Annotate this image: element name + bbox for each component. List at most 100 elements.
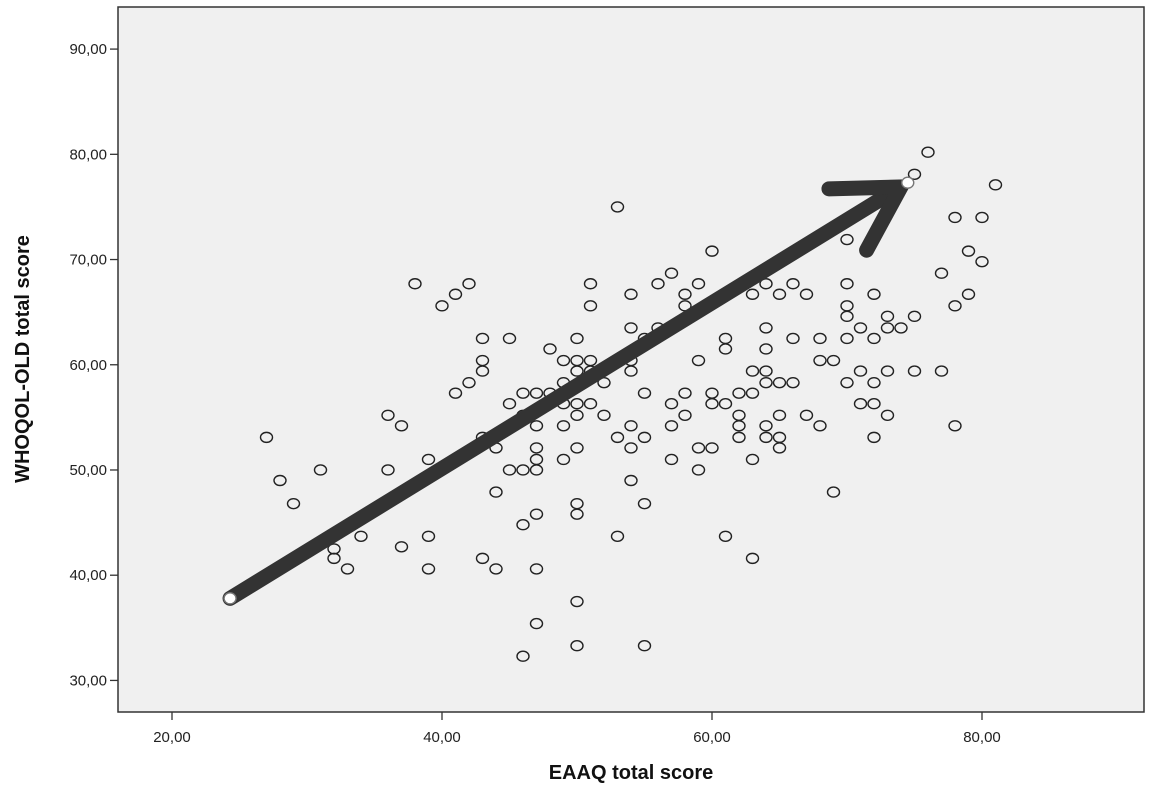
data-point	[880, 310, 895, 323]
data-point	[867, 288, 881, 300]
data-point	[664, 267, 679, 279]
data-point	[624, 442, 638, 454]
data-point	[516, 387, 530, 399]
data-point	[408, 278, 422, 290]
data-point	[556, 453, 571, 466]
data-point	[691, 354, 706, 367]
data-point	[435, 300, 449, 312]
data-point	[705, 442, 719, 454]
y-tick-label: 50,00	[69, 462, 107, 479]
data-point	[772, 442, 787, 454]
data-point	[921, 146, 935, 158]
data-point	[718, 343, 733, 355]
data-point	[529, 420, 544, 432]
y-axis-title: WHOQOL-OLD total score	[12, 235, 34, 483]
data-point	[880, 409, 895, 421]
data-point	[840, 310, 854, 323]
data-point	[732, 431, 746, 444]
data-point	[948, 211, 962, 224]
data-point	[570, 595, 584, 608]
data-point	[948, 420, 962, 432]
data-point	[381, 409, 395, 421]
data-point	[475, 552, 490, 565]
data-point	[394, 541, 409, 553]
data-point	[988, 179, 1003, 191]
data-point	[691, 278, 706, 290]
data-point	[475, 365, 490, 377]
data-point	[840, 376, 854, 389]
data-point	[732, 420, 746, 432]
data-point	[529, 442, 544, 454]
data-point	[786, 332, 800, 345]
data-point	[502, 397, 517, 410]
x-axis: 20,00 40,00 60,00 80,00	[153, 712, 1001, 746]
data-point	[867, 332, 881, 345]
data-point	[718, 397, 733, 410]
data-point	[934, 267, 949, 279]
y-axis: 30,00 40,00 50,00 60,00 70,00 80,00 90,00	[69, 41, 118, 689]
data-point	[799, 409, 814, 421]
data-point	[637, 640, 652, 652]
data-point	[516, 519, 530, 531]
data-point	[529, 464, 544, 476]
data-point	[462, 376, 476, 389]
data-point	[759, 376, 773, 389]
data-point	[475, 332, 490, 345]
data-point	[610, 431, 625, 444]
x-axis-title: EAAQ total score	[549, 762, 713, 784]
data-point	[786, 376, 800, 389]
data-point	[948, 300, 962, 312]
data-point	[867, 431, 881, 444]
data-point	[813, 332, 827, 345]
data-point	[745, 387, 760, 399]
data-point	[637, 387, 652, 399]
data-point	[651, 278, 665, 290]
data-point	[570, 508, 584, 520]
data-point	[961, 288, 976, 300]
data-point	[907, 310, 922, 323]
data-point	[961, 245, 976, 257]
data-point	[529, 563, 544, 575]
trend-arrow	[222, 179, 914, 606]
arrow-head	[821, 179, 914, 258]
y-tick-label: 70,00	[69, 252, 107, 269]
data-point	[583, 397, 598, 410]
data-point	[772, 409, 787, 421]
highlighted-points	[223, 176, 915, 605]
x-tick-label: 80,00	[963, 729, 1001, 746]
data-point	[705, 397, 719, 410]
data-point	[516, 464, 530, 476]
data-point	[570, 640, 584, 652]
data-point	[759, 365, 773, 377]
data-point	[624, 322, 638, 334]
data-point	[556, 354, 571, 367]
data-point	[759, 322, 773, 334]
highlighted-point	[223, 592, 237, 605]
data-point	[772, 376, 787, 389]
data-point	[286, 497, 301, 510]
data-point	[907, 365, 922, 377]
data-point	[529, 508, 544, 520]
data-point	[745, 453, 760, 466]
data-point	[759, 278, 773, 290]
data-point	[745, 552, 760, 565]
data-point	[529, 387, 544, 399]
data-point	[732, 387, 746, 399]
data-point	[853, 397, 868, 410]
y-tick-label: 80,00	[69, 146, 107, 163]
data-point	[813, 420, 827, 432]
data-point	[448, 288, 463, 300]
data-point	[786, 278, 800, 290]
data-point	[570, 397, 584, 410]
data-point	[570, 332, 584, 345]
highlighted-point	[901, 176, 915, 189]
data-point	[867, 397, 881, 410]
data-point	[678, 409, 692, 421]
data-point	[894, 322, 908, 334]
data-point	[273, 474, 287, 487]
data-point	[489, 563, 503, 575]
data-point	[313, 464, 328, 476]
data-point	[610, 530, 625, 542]
data-point	[394, 420, 409, 432]
